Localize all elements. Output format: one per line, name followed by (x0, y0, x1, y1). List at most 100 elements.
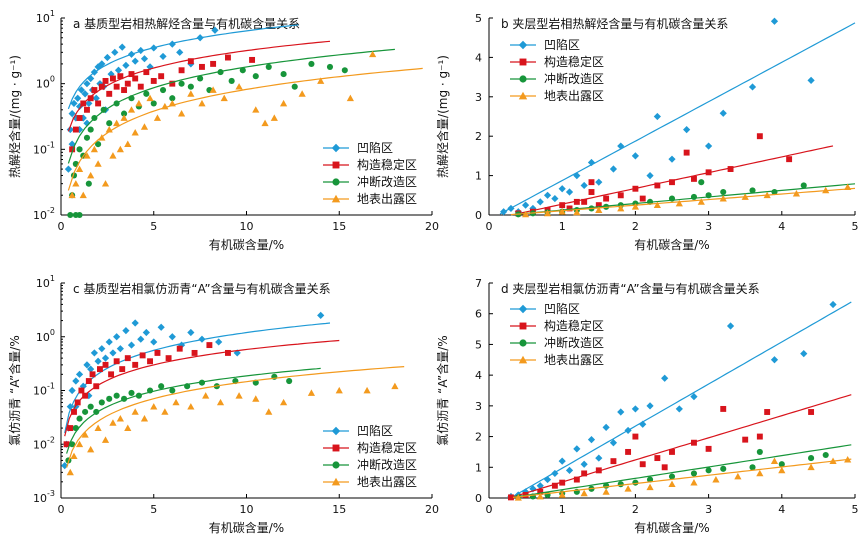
data-point (543, 475, 552, 484)
data-point (137, 46, 145, 55)
legend-label: 地表出露区 (357, 475, 417, 489)
x-tick-label: 5 (150, 220, 157, 233)
fit-line (66, 366, 405, 468)
data-point (690, 393, 698, 401)
data-point (76, 415, 83, 422)
data-point (113, 100, 120, 107)
data-point (131, 128, 139, 136)
data-point (69, 441, 76, 448)
data-point (198, 379, 206, 386)
data-point (184, 383, 191, 390)
legend-label: 地表出露区 (544, 353, 604, 367)
legend-marker (332, 161, 340, 169)
data-point (654, 182, 661, 189)
data-point (98, 60, 106, 68)
data-point (341, 67, 348, 74)
y-tick-label: 101 (36, 9, 55, 25)
data-point (756, 448, 763, 455)
data-point (691, 175, 697, 182)
data-point (87, 365, 95, 373)
data-point (72, 180, 80, 187)
data-point (595, 206, 603, 213)
data-point (748, 83, 757, 91)
data-point (121, 395, 128, 402)
data-point (70, 452, 78, 460)
data-point (161, 408, 169, 415)
data-point (121, 87, 128, 93)
data-point (705, 142, 713, 150)
x-tick-label: 5 (852, 220, 859, 233)
y-tick-label: 10-2 (33, 206, 55, 222)
legend-marker (331, 143, 341, 153)
data-point (198, 99, 206, 107)
data-point (720, 405, 727, 412)
series-0 (64, 24, 299, 173)
legend-label: 地表出露区 (357, 192, 417, 206)
data-point (698, 179, 705, 186)
series-0 (507, 300, 852, 501)
data-point (81, 431, 89, 438)
data-point (609, 165, 618, 173)
data-point (631, 152, 639, 160)
data-point (76, 115, 83, 121)
data-point (68, 191, 76, 199)
data-point (653, 201, 661, 209)
data-point (573, 476, 580, 483)
x-tick-label: 0 (58, 220, 65, 233)
data-point (522, 201, 530, 209)
data-point (536, 482, 544, 490)
x-tick-label: 20 (425, 503, 439, 516)
data-point (507, 204, 515, 213)
data-point (120, 114, 128, 121)
data-point (187, 328, 195, 337)
data-point (98, 134, 106, 141)
legend-marker (332, 461, 340, 469)
data-point (771, 188, 778, 196)
x-tick-label: 5 (150, 503, 157, 516)
fit-line (66, 367, 321, 454)
data-point (705, 169, 712, 176)
data-point (602, 488, 610, 495)
data-point (646, 402, 654, 410)
data-point (169, 95, 176, 102)
x-tick-label: 3 (705, 503, 712, 516)
legend-label: 冲断改造区 (544, 71, 604, 86)
data-point (690, 193, 698, 201)
data-point (90, 349, 98, 357)
data-point (235, 392, 243, 399)
data-point (93, 408, 100, 415)
data-point (807, 463, 815, 471)
panel-d: 0 1 2 3 4 5 0 1 2 3 4 5 6 7 d 夹层型岩相氯仿沥青“A”含量与有机碳含量关系有机… (435, 277, 859, 535)
data-point (83, 80, 91, 88)
data-point (543, 209, 552, 217)
data-point (169, 80, 176, 87)
data-point (558, 457, 566, 465)
y-tick-label: 2 (475, 431, 482, 444)
data-point (536, 198, 544, 206)
data-point (97, 366, 103, 373)
data-point (595, 467, 602, 474)
data-point (749, 187, 756, 194)
data-point (726, 322, 735, 330)
data-point (124, 424, 132, 431)
data-point (617, 142, 625, 150)
data-point (127, 106, 136, 113)
data-point (83, 361, 91, 369)
data-point (98, 399, 105, 406)
legend-marker (331, 194, 341, 203)
data-point (252, 106, 260, 113)
y-tick-label: 1 (475, 170, 482, 183)
data-point (153, 114, 162, 121)
data-point (140, 55, 149, 63)
data-point (85, 99, 93, 108)
data-point (132, 75, 139, 82)
data-point (150, 338, 158, 346)
data-point (800, 350, 808, 358)
data-point (749, 464, 756, 471)
data-point (639, 461, 646, 468)
data-point (228, 77, 235, 85)
data-point (639, 195, 646, 202)
data-point (720, 465, 727, 472)
data-point (741, 193, 749, 200)
